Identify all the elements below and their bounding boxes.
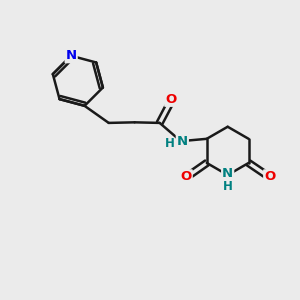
Text: O: O — [181, 170, 192, 183]
Text: O: O — [165, 93, 176, 106]
Text: N: N — [177, 135, 188, 148]
Text: H: H — [223, 180, 232, 193]
Text: O: O — [264, 170, 275, 183]
Text: N: N — [222, 167, 233, 180]
Text: N: N — [66, 49, 77, 62]
Text: H: H — [165, 137, 175, 150]
